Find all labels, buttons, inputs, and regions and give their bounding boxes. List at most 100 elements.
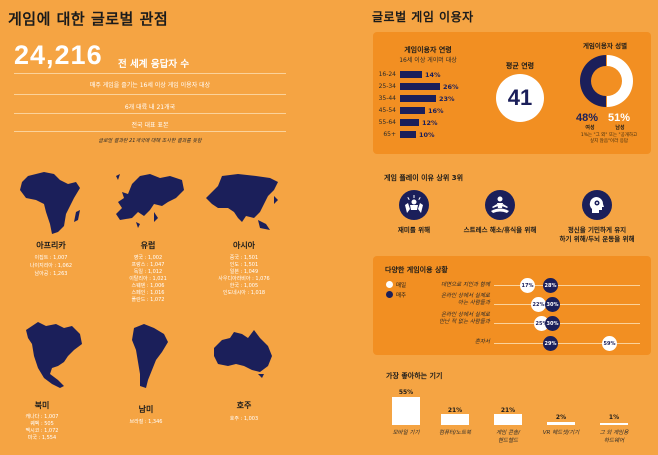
africa-map-icon [20,172,80,234]
country-stat: 이집트 : 1,007 [34,255,68,261]
page-title-left: 게임에 대한 글로벌 관점 [8,10,169,28]
age-bar [400,83,440,90]
situation-label: 대면으로 지인과 함께 [440,282,490,288]
age-title: 게임이용자 연령 [404,46,452,54]
male-pct: 51% [608,112,631,124]
legend-weekly-dot [386,291,393,298]
device-label: 그 외 게임용 [599,430,629,436]
divider [14,113,286,114]
divider [14,73,286,74]
age-pct: 12% [422,118,438,127]
situation-axis [494,304,640,305]
device-label: VR 헤드셋/기기 [542,430,580,436]
footnote: 글로벌 결과란 21개국에 대해 조사한 결과를 뜻함 [98,138,202,144]
divider [14,131,286,132]
country-stat: 일본 : 1,049 [229,269,259,275]
meditation-icon [485,190,515,220]
cheering-hands-icon [399,190,429,220]
age-bar [400,95,436,102]
female-label: 여성 [585,125,595,131]
age-bar [400,107,425,114]
age-label: 45-54 [378,107,396,114]
situations-title: 다양한 게임이용 상황 [385,266,448,274]
info-line: 6개 대륙 내 21개국 [124,104,176,111]
weekly-dot: 29% [543,336,558,351]
asia-map-icon [206,174,278,230]
age-pct: 23% [439,94,455,103]
weekly-dot: 30% [545,316,560,331]
country-stat: 퀘벡 : 505 [30,421,54,427]
country-stat: 스웨덴 : 1,006 [131,283,165,289]
country-stat: 폴란드 : 1,072 [131,297,165,303]
avg-age-value: 41 [507,85,533,110]
gender-title: 게임이용자 성별 [582,42,628,50]
gender-note-line: 싶지 않음"이라 응답 [589,139,629,144]
info-line: 매주 게임을 즐기는 16세 이상 게임 이용자 대상 [89,82,211,89]
age-label: 16-24 [378,71,396,78]
europe-map-icon [116,174,184,228]
age-pct: 10% [419,130,435,139]
page-title-right: 글로벌 게임 이용자 [372,10,474,24]
north-america-map-icon [26,322,82,388]
country-stat: 영국 : 1,002 [133,255,163,261]
country-stat: 남아공 : 1,263 [34,271,68,277]
country-stat: 인도네시아 : 1,018 [222,290,266,296]
country-stat: 나이지리아 : 1,062 [29,263,73,269]
male-label: 남성 [615,125,625,131]
south-america-map-icon [132,324,168,388]
situation-label: 만난 적 없는 사람들과 [439,319,490,325]
country-stat: 중국 : 1,501 [229,255,259,261]
device-pct: 21% [500,407,516,414]
age-label: 65+ [383,131,396,138]
female-pct: 48% [576,112,599,124]
device-label: 모바일 기기 [392,430,420,436]
device-bar [392,397,420,425]
situation-axis [494,323,640,324]
situation-label: 온라인 상에서 실제로 [440,312,490,318]
age-pct: 26% [443,82,459,91]
age-subtitle: 16세 이상 게이머 대상 [399,57,457,64]
australia-map-icon [214,330,272,378]
age-bar [400,119,419,126]
country-stat: 인도 : 1,501 [229,262,259,268]
region-name-australia: 호주 [236,401,252,410]
reason-label: 재미를 위해 [397,226,431,234]
avg-age-circle: 41 [496,74,544,122]
country-stat: 멕시코 : 1,072 [25,428,59,434]
gender-donut-chart [580,55,633,107]
country-stat: 프랑스 : 1,047 [131,262,165,268]
device-bar [441,414,469,425]
age-bar [400,131,416,138]
device-label: 게임 콘솔/ [496,430,520,436]
age-bar [400,71,422,78]
country-stat: 사우디아라비아 : 1,076 [218,276,270,282]
country-stat: 스페인 : 1,016 [131,290,165,296]
respondents-number: 24,216 [14,40,103,70]
device-label: 핸드헬드 [497,438,519,444]
region-name-north-america: 북미 [34,401,50,410]
gender-note: 1%는 "그 외" 또는 "공개하고 싶지 않음"이라 응답 [566,133,652,145]
region-name-europe: 유럽 [140,241,156,250]
avg-age-label: 평균 연령 [505,62,535,70]
age-pct: 16% [428,106,444,115]
situation-axis [494,343,640,344]
device-label: 하드웨어 [603,438,625,444]
age-label: 25-34 [378,83,396,90]
situation-axis [494,285,640,286]
daily-dot: 17% [520,278,535,293]
age-label: 55-64 [378,119,396,126]
device-pct: 1% [608,414,620,421]
device-bar [494,414,522,425]
device-bar [600,423,628,425]
daily-dot: 22% [531,297,546,312]
age-label: 35-44 [378,95,396,102]
device-pct: 2% [555,414,567,421]
weekly-dot: 30% [545,297,560,312]
age-pct: 14% [425,70,441,79]
age-bar-chart: 16-24 14% 25-34 26% 35-44 23% 45-54 16% 55-6… [356,68,486,148]
situation-label: 온라인 상에서 실제로 [440,293,490,299]
country-stat: 이탈리아 : 1,021 [129,276,167,282]
region-name-asia: 아시아 [232,241,256,250]
respondents-label: 전 세계 응답자 수 [118,59,190,70]
device-bar [547,422,575,425]
